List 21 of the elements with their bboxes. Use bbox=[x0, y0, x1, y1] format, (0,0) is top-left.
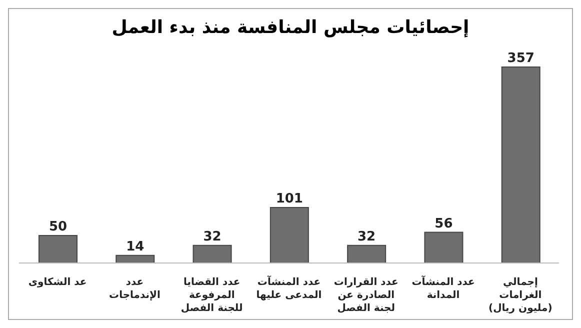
data-label: 14 bbox=[126, 239, 144, 254]
x-tick-label: عدد الإندماجات bbox=[109, 277, 160, 301]
data-label: 357 bbox=[507, 51, 534, 66]
bar bbox=[192, 244, 232, 264]
data-label: 56 bbox=[434, 216, 453, 232]
bar bbox=[501, 66, 540, 264]
bar bbox=[347, 244, 386, 264]
data-label: 50 bbox=[48, 220, 68, 235]
x-tick-label: إجمالي الغرامات (مليون ريال) bbox=[488, 277, 552, 314]
x-tick-label: عدد القضايا المرفوعة للجنة الفصل bbox=[180, 277, 243, 314]
x-tick-label: عدد المنشآت المدانة bbox=[412, 275, 475, 301]
bar bbox=[424, 232, 464, 264]
data-label: 32 bbox=[358, 229, 376, 244]
x-tick-label: عدد المنشآت المدعى عليها bbox=[256, 275, 322, 301]
x-tick-label: عدد القرارات الصادرة عن لجنة الفصل bbox=[334, 277, 398, 314]
x-tick-label: عد الشكاوى bbox=[28, 277, 87, 288]
data-label: 32 bbox=[203, 229, 222, 244]
bar bbox=[270, 207, 309, 264]
data-label: 101 bbox=[276, 192, 303, 207]
bar bbox=[38, 235, 78, 264]
chart-title: إحصائيات مجلس المنافسة منذ بدء العمل bbox=[110, 16, 470, 40]
